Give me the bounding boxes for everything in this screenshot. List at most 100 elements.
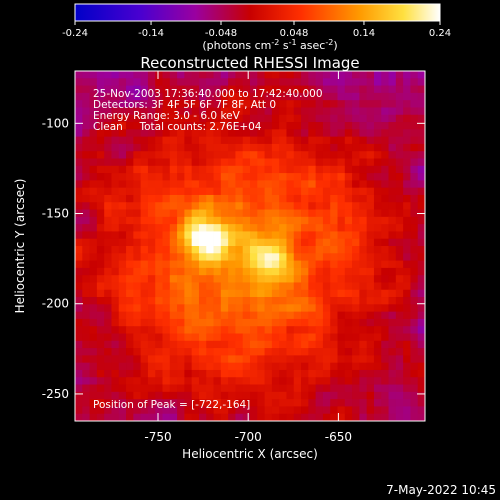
heatmap-cell — [293, 297, 302, 305]
heatmap-cell — [279, 173, 287, 181]
heatmap-cell — [301, 267, 309, 276]
heatmap-cell — [344, 136, 353, 145]
heatmap-cell — [140, 275, 149, 283]
heatmap-cell — [286, 355, 295, 364]
heatmap-cell — [82, 122, 90, 130]
heatmap-cell — [388, 202, 397, 210]
heatmap-cell — [250, 391, 258, 400]
heatmap-cell — [271, 136, 280, 145]
heatmap-cell — [271, 202, 280, 210]
heatmap-cell — [162, 216, 171, 225]
heatmap-cell — [322, 194, 331, 203]
heatmap-cell — [410, 194, 419, 203]
heatmap-cell — [315, 71, 324, 79]
heatmap-cell — [133, 413, 142, 421]
heatmap-cell — [191, 100, 200, 108]
info-line-energy: Energy Range: 3.0 - 6.0 keV — [93, 110, 241, 122]
heatmap-cell — [162, 194, 171, 203]
heatmap-cell — [242, 194, 251, 203]
heatmap-cell — [155, 187, 163, 196]
heatmap-cell — [184, 216, 193, 225]
heatmap-cell — [279, 85, 287, 94]
heatmap-cell — [111, 165, 120, 174]
heatmap-cell — [198, 151, 207, 159]
heatmap-cell — [403, 173, 411, 181]
heatmap-cell — [279, 71, 287, 79]
heatmap-cell — [147, 282, 156, 291]
heatmap-cell — [126, 129, 134, 138]
heatmap-cell — [111, 158, 120, 167]
heatmap-cell — [162, 107, 171, 116]
heatmap-cell — [213, 71, 222, 79]
heatmap-cell — [118, 304, 127, 313]
heatmap-cell — [126, 202, 134, 210]
heatmap-cell — [235, 384, 244, 393]
heatmap-cell — [147, 384, 156, 393]
heatmap-cell — [213, 246, 222, 254]
heatmap-cell — [293, 187, 302, 196]
heatmap-cell — [126, 260, 134, 269]
heatmap-cell — [395, 173, 404, 181]
heatmap-cell — [279, 151, 287, 159]
heatmap-cell — [206, 406, 214, 415]
heatmap-cell — [206, 136, 214, 145]
heatmap-cell — [410, 355, 419, 364]
heatmap-cell — [228, 107, 236, 116]
heatmap-cell — [147, 158, 156, 167]
heatmap-cell — [213, 194, 222, 203]
heatmap-cell — [162, 406, 171, 415]
heatmap-cell — [235, 377, 244, 385]
heatmap-cell — [89, 253, 98, 261]
heatmap-cell — [410, 71, 419, 79]
heatmap-cell — [191, 114, 200, 123]
heatmap-cell — [242, 377, 251, 385]
heatmap-cell — [82, 216, 90, 225]
heatmap-cell — [271, 173, 280, 181]
heatmap-cell — [359, 355, 368, 364]
heatmap-cell — [264, 267, 273, 276]
heatmap-cell — [264, 143, 273, 152]
heatmap-cell — [147, 289, 156, 298]
heatmap-cell — [330, 253, 338, 261]
heatmap-cell — [213, 165, 222, 174]
heatmap-cell — [242, 289, 251, 298]
heatmap-cell — [410, 92, 419, 101]
heatmap-cell — [403, 384, 411, 393]
heatmap-cell — [330, 114, 338, 123]
heatmap-cell — [352, 100, 360, 108]
heatmap-cell — [293, 348, 302, 356]
heatmap-cell — [82, 165, 90, 174]
heatmap-cell — [388, 311, 397, 320]
heatmap-cell — [191, 209, 200, 218]
heatmap-cell — [308, 209, 317, 218]
heatmap-cell — [96, 333, 105, 342]
heatmap-cell — [213, 326, 222, 334]
heatmap-cell — [373, 100, 382, 108]
heatmap-cell — [228, 384, 236, 393]
heatmap-cell — [308, 114, 317, 123]
heatmap-cell — [293, 92, 302, 101]
heatmap-cell — [177, 78, 185, 86]
heatmap-cell — [322, 289, 331, 298]
heatmap-cell — [155, 391, 163, 400]
heatmap-cell — [140, 209, 149, 218]
heatmap-cell — [315, 100, 324, 108]
heatmap-cell — [191, 318, 200, 327]
heatmap-cell — [118, 318, 127, 327]
heatmap-cell — [293, 355, 302, 364]
heatmap-cell — [373, 180, 382, 189]
heatmap-cell — [169, 413, 178, 421]
heatmap-cell — [242, 355, 251, 364]
heatmap-cell — [330, 143, 338, 152]
heatmap-cell — [352, 362, 360, 371]
heatmap-cell — [330, 377, 338, 385]
heatmap-cell — [293, 282, 302, 291]
heatmap-cell — [337, 399, 346, 407]
heatmap-cell — [373, 391, 382, 400]
heatmap-cell — [337, 333, 346, 342]
heatmap-cell — [395, 377, 404, 385]
heatmap-cell — [301, 304, 309, 313]
heatmap-cell — [264, 238, 273, 247]
heatmap-cell — [271, 282, 280, 291]
heatmap-cell — [96, 282, 105, 291]
